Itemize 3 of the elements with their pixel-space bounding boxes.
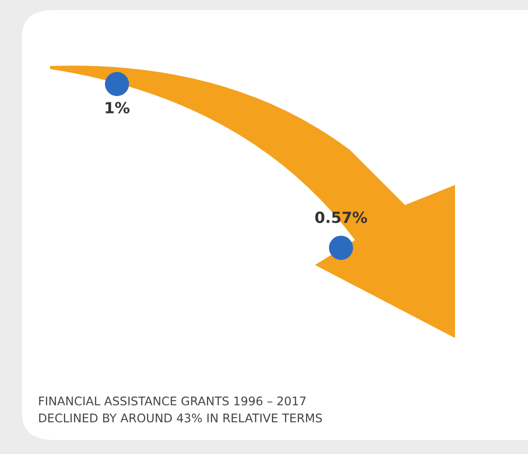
text: DECLINED BY AROUND 43% IN RELATIVE TERMS xyxy=(39,413,322,422)
data-label: 1% xyxy=(106,102,130,114)
text: FINANCIAL ASSISTANCE GRANTS 1996 – 2017 xyxy=(39,396,306,406)
